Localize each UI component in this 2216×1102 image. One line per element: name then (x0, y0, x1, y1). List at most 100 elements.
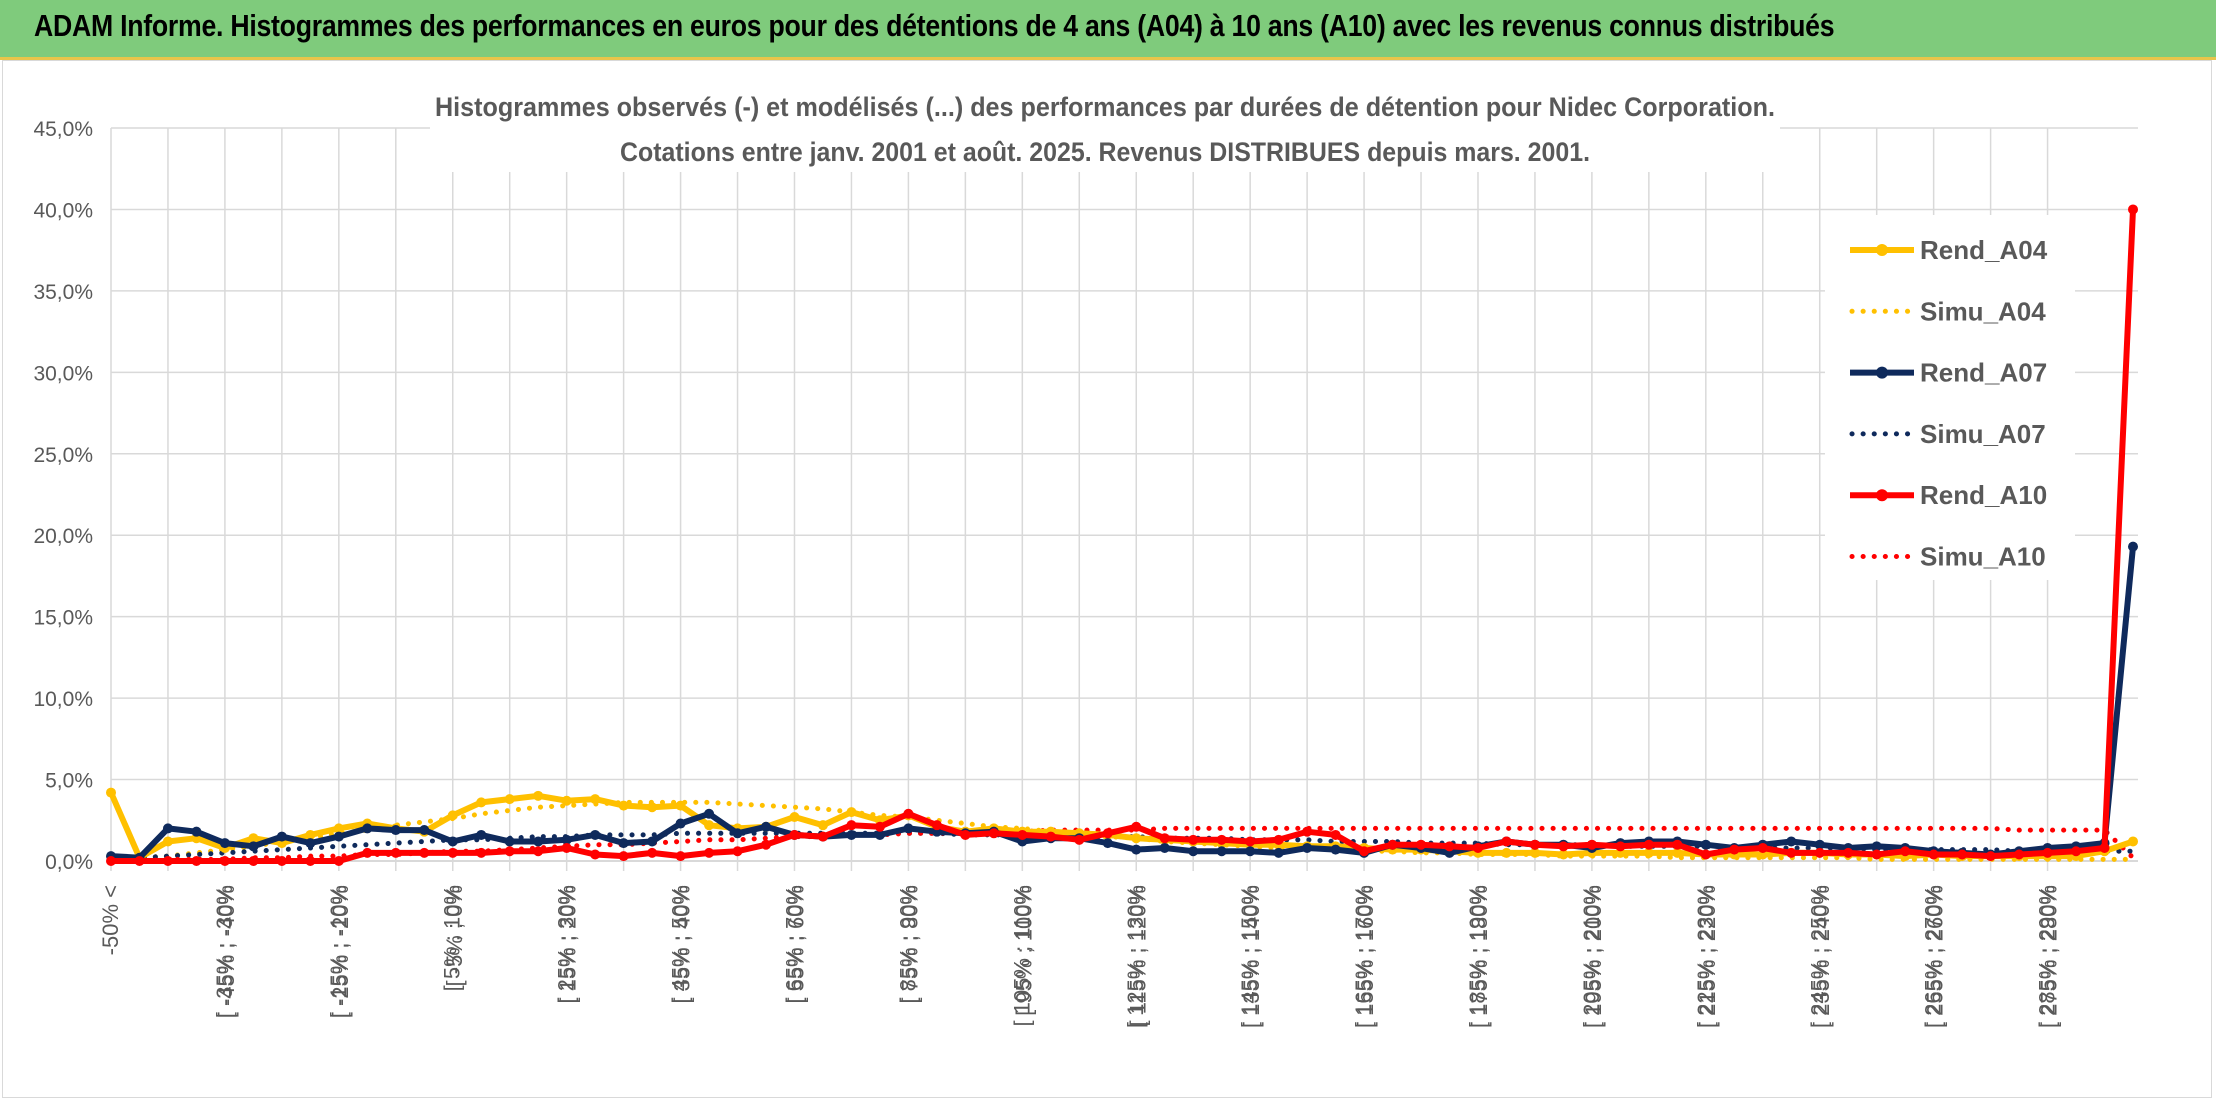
x-tick-label: [ 155% ; 160% (1353, 885, 1378, 1028)
data-point-Rend_A04 (248, 833, 259, 844)
data-point-Rend_A07 (732, 828, 743, 839)
x-tick-label: [ 125% ; 130% (1123, 885, 1148, 1028)
data-point-Rend_A07 (419, 825, 430, 836)
data-point-Rend_A07 (874, 829, 885, 840)
chart-title-line-2: Cotations entre janv. 2001 et août. 2025… (620, 137, 1590, 167)
data-point-Rend_A07 (675, 818, 686, 829)
banner: ADAM Informe. Histogrammes des performan… (0, 0, 2216, 60)
data-point-Rend_A10 (1472, 842, 1483, 853)
data-point-Rend_A07 (704, 808, 715, 819)
data-point-Rend_A10 (846, 820, 857, 831)
data-point-Rend_A10 (561, 842, 572, 853)
data-point-Rend_A10 (1672, 839, 1683, 850)
x-tick-label: [ 115% ; 120% (1125, 885, 1150, 1026)
banner-title: ADAM Informe. Histogrammes des performan… (34, 8, 1835, 43)
x-tick-label: [ 245% ; 250% (1807, 885, 1832, 1028)
series-line-Rend_A07 (110, 546, 2136, 861)
data-point-Rend_A10 (504, 846, 515, 857)
data-point-Rend_A04 (704, 820, 715, 831)
data-point-Rend_A07 (1786, 836, 1797, 847)
data-point-Rend_A07 (1871, 841, 1882, 852)
data-point-Rend_A10 (1330, 829, 1341, 840)
data-point-Rend_A10 (1131, 821, 1142, 832)
data-point-Rend_A07 (1131, 844, 1142, 855)
data-point-Rend_A04 (1501, 847, 1512, 858)
data-point-Rend_A10 (2128, 204, 2138, 215)
data-point-Rend_A10 (590, 849, 601, 860)
data-point-Rend_A10 (276, 856, 287, 866)
x-tick-label: [ 285% ; 290% (2035, 885, 2060, 1028)
data-point-Rend_A04 (447, 810, 458, 821)
data-point-Rend_A04 (561, 795, 572, 806)
gridlines (110, 127, 2138, 861)
data-point-Rend_A07 (590, 829, 601, 840)
data-point-Rend_A10 (1985, 851, 1996, 862)
data-point-Rend_A10 (618, 851, 629, 862)
data-point-Rend_A10 (732, 846, 743, 857)
data-point-Rend_A10 (789, 829, 800, 840)
data-point-Rend_A07 (476, 829, 487, 840)
data-point-Rend_A10 (2042, 847, 2053, 858)
data-point-Rend_A10 (931, 820, 942, 831)
x-tick-label: [ 5% ; 10% (440, 885, 465, 991)
x-tick-label: [ 95% ; 100% (1011, 885, 1036, 1016)
y-tick-label: 35,0% (33, 281, 93, 304)
x-tick-label: [ -35% ; -30% (212, 885, 237, 1018)
data-point-Rend_A07 (846, 829, 857, 840)
data-point-Rend_A04 (817, 820, 828, 831)
legend-label-Simu_A07: Simu_A07 (1920, 419, 2046, 449)
data-point-Rend_A10 (903, 808, 914, 819)
data-point-Rend_A07 (647, 836, 658, 847)
data-point-Rend_A10 (1273, 834, 1284, 845)
y-tick-label: 20,0% (33, 525, 93, 548)
data-point-Rend_A10 (1529, 839, 1540, 850)
x-tick-label: [ 105% ; 110% (1009, 885, 1034, 1026)
data-point-Rend_A10 (1245, 836, 1256, 847)
chart-title-background (430, 80, 1780, 172)
data-point-Rend_A07 (390, 825, 401, 836)
data-point-Rend_A10 (1928, 849, 1939, 860)
data-point-Rend_A07 (504, 836, 515, 847)
x-tick-label: [ 35% ; 40% (670, 885, 695, 1004)
data-point-Rend_A07 (1330, 844, 1341, 855)
data-point-Rend_A10 (2099, 842, 2110, 853)
x-tick-label: [ 275% ; 280% (2037, 885, 2062, 1028)
data-point-Rend_A10 (761, 839, 772, 850)
y-tick-label: 45,0% (33, 118, 93, 141)
y-tick-label: 0,0% (45, 851, 93, 874)
x-tick-label: [ 265% ; 270% (1921, 885, 1946, 1028)
data-point-Rend_A04 (504, 794, 515, 805)
data-point-Rend_A10 (476, 847, 487, 858)
x-tick-label: [ 85% ; 90% (895, 885, 920, 1004)
data-point-Rend_A10 (1729, 844, 1740, 855)
series-lines (106, 204, 2138, 866)
data-point-Rend_A07 (533, 836, 544, 847)
data-point-Rend_A07 (1245, 846, 1256, 857)
data-point-Rend_A10 (1957, 849, 1968, 860)
data-point-Rend_A07 (333, 831, 344, 842)
data-point-Rend_A04 (1131, 833, 1142, 844)
legend-label-Rend_A07: Rend_A07 (1920, 358, 2047, 388)
data-point-Rend_A10 (390, 847, 401, 858)
y-tick-label: 40,0% (33, 199, 93, 222)
x-axis-tick-labels: -50% < [ -45% ; -40%[ -35% ; -30% [ -25% ;… (98, 885, 2062, 1028)
data-point-Rend_A10 (1843, 847, 1854, 858)
data-point-Rend_A07 (561, 834, 572, 845)
legend-marker-Rend_A10 (1876, 489, 1888, 502)
data-point-Rend_A07 (1700, 839, 1711, 850)
y-tick-label: 25,0% (33, 444, 93, 467)
x-tick-label: [ -5% ; 0% (442, 885, 467, 986)
data-point-Rend_A07 (162, 823, 173, 834)
data-point-Rend_A07 (447, 836, 458, 847)
y-axis-tick-labels: 0,0% 5,0% 10,0% 15,0% 20,0% 25,0% 30,0% 35,0% 40… (33, 118, 93, 874)
data-point-Rend_A10 (1871, 849, 1882, 860)
data-point-Rend_A07 (305, 838, 316, 849)
legend-label-Rend_A04: Rend_A04 (1920, 235, 2048, 265)
data-point-Rend_A10 (647, 847, 658, 858)
data-point-Rend_A04 (647, 802, 658, 813)
y-tick-label: 15,0% (33, 607, 93, 630)
data-point-Rend_A07 (191, 826, 202, 837)
data-point-Rend_A07 (276, 831, 287, 842)
x-tick-label: [ 205% ; 210% (1579, 885, 1604, 1028)
